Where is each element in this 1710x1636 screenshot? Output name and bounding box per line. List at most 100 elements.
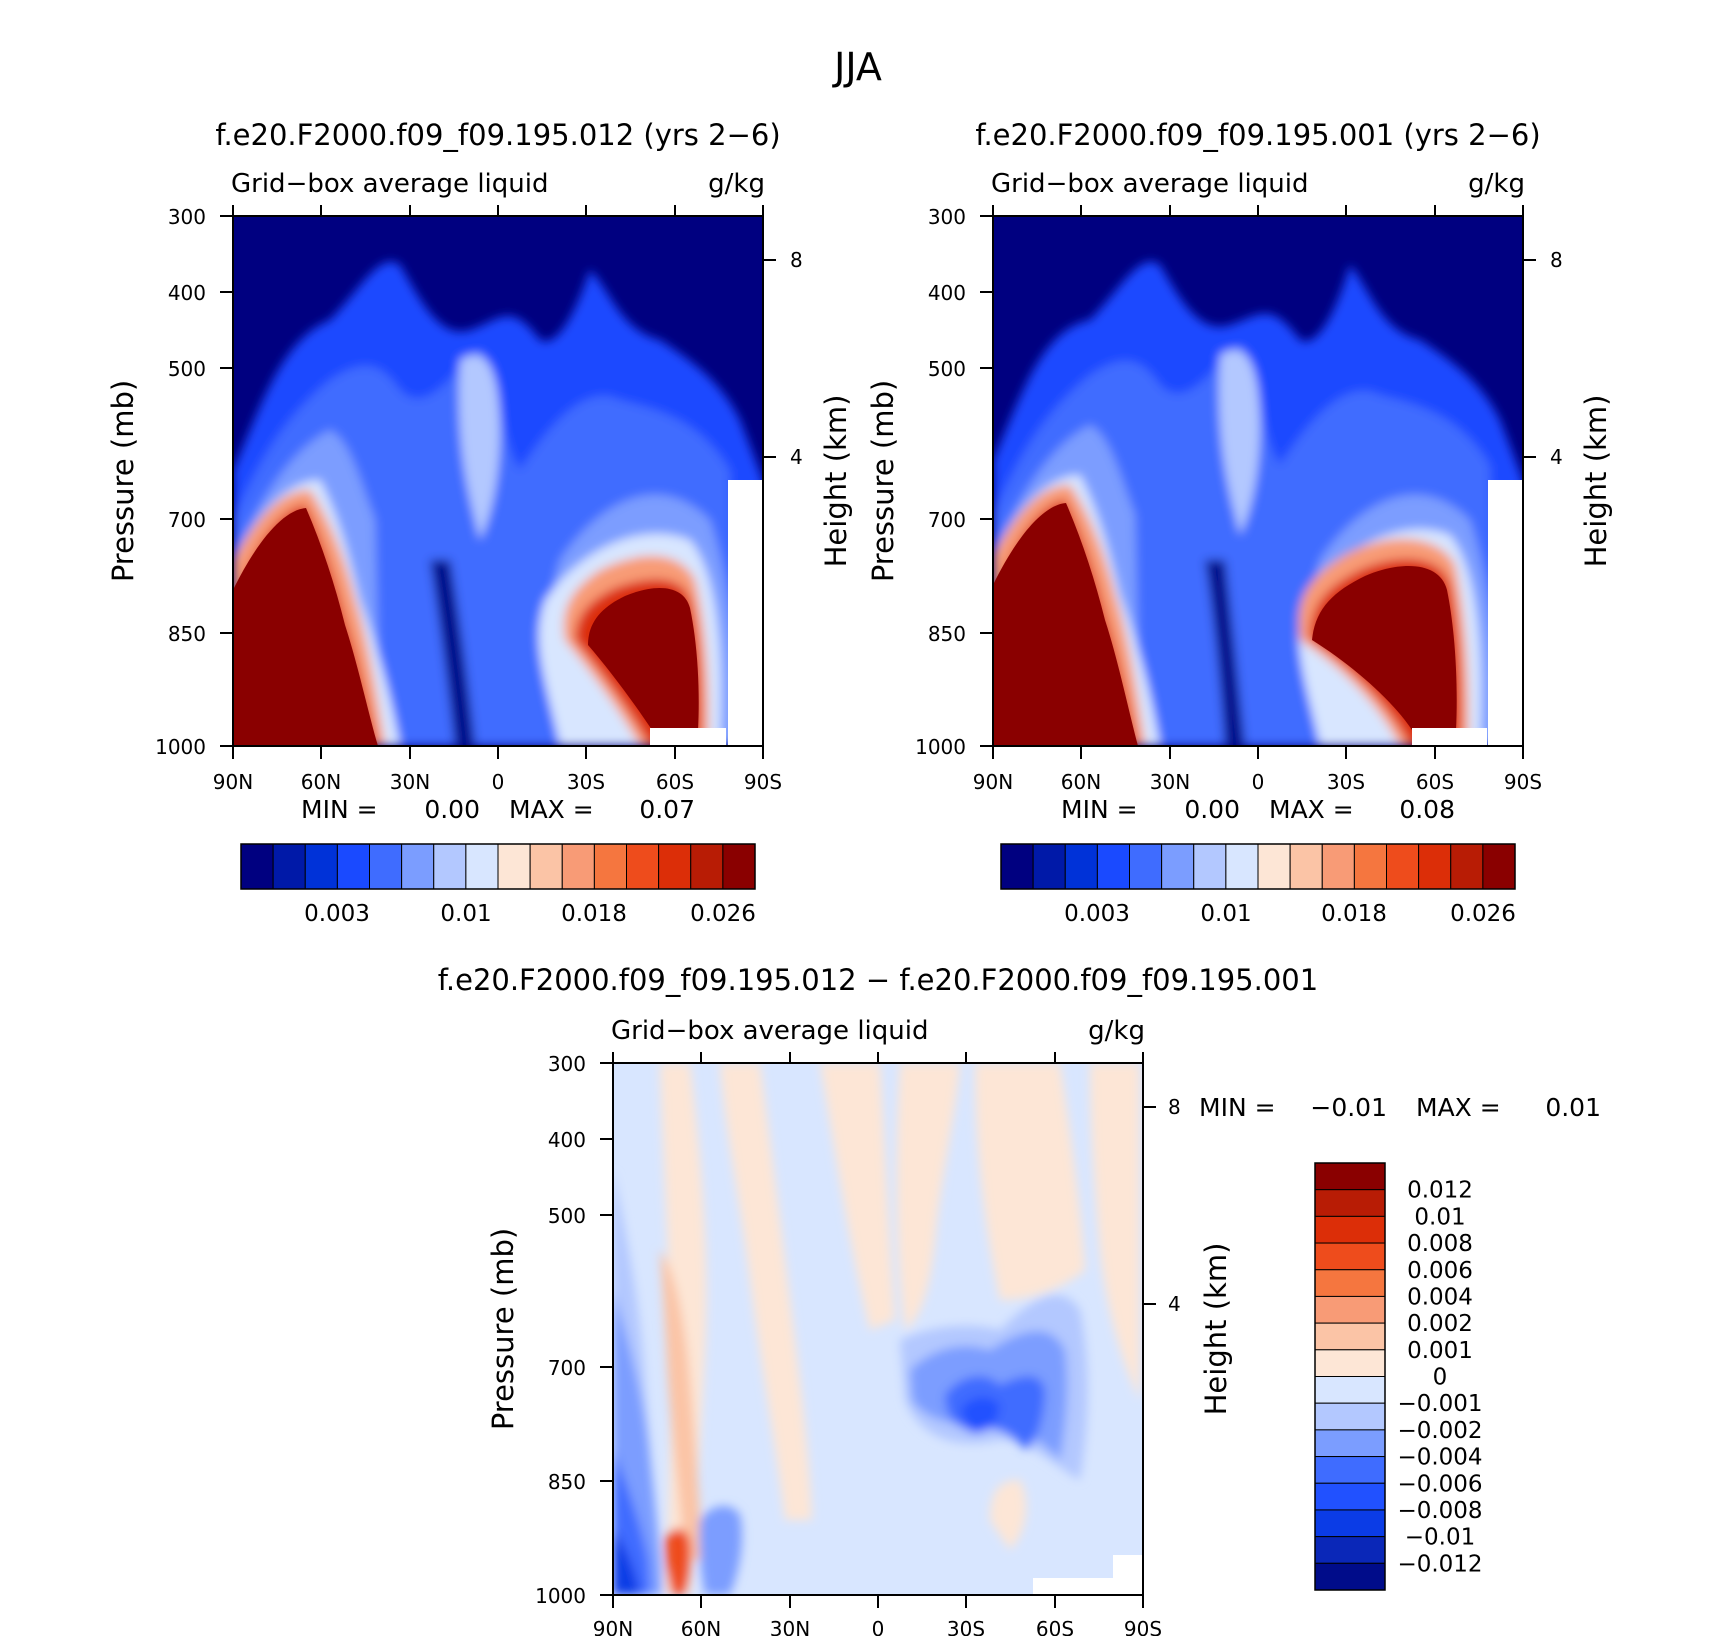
panel-1-xtick: 90S bbox=[744, 770, 782, 794]
panel-2-min-label: MIN = bbox=[1061, 795, 1138, 824]
panel-3-ylabel: Pressure (mb) bbox=[486, 1228, 520, 1430]
panel-3-colorbar-label: −0.006 bbox=[1397, 1471, 1482, 1497]
panel-2-ytick: 500 bbox=[928, 357, 966, 381]
panel-1-ytick: 400 bbox=[168, 281, 206, 305]
panel-2-xtick: 0 bbox=[1252, 770, 1265, 794]
panel-3-colorbar-label: 0.001 bbox=[1407, 1338, 1473, 1364]
colorbar-swatch bbox=[1000, 843, 1034, 890]
colorbar-swatch bbox=[1314, 1349, 1386, 1378]
colorbar-swatch bbox=[1314, 1322, 1386, 1351]
panel-1-heatmap bbox=[233, 216, 763, 746]
panel-3-colorbar-labels: 0.0120.010.0080.0060.0040.0020.0010−0.00… bbox=[1397, 1178, 1482, 1578]
panel-3-ytick: 300 bbox=[548, 1052, 586, 1076]
panel-3: f.e20.F2000.f09_f09.195.012 − f.e20.F200… bbox=[438, 963, 1601, 1636]
colorbar-swatch bbox=[1129, 843, 1163, 890]
colorbar-swatch bbox=[1450, 843, 1484, 890]
panel-2-xtick: 30N bbox=[1150, 770, 1190, 794]
colorbar-swatch bbox=[272, 843, 306, 890]
panel-2-ytick: 1000 bbox=[915, 735, 966, 759]
panel-2-min-value: 0.00 bbox=[1184, 795, 1240, 824]
panel-1-xtick: 60S bbox=[656, 770, 694, 794]
figure-title: JJA bbox=[832, 45, 882, 89]
colorbar-swatch bbox=[1314, 1162, 1386, 1191]
colorbar-swatch bbox=[690, 843, 724, 890]
panel-3-colorbar: 0.0120.010.0080.0060.0040.0020.0010−0.00… bbox=[1314, 1162, 1483, 1591]
panel-1-axes bbox=[220, 205, 776, 759]
colorbar-swatch bbox=[1257, 843, 1291, 890]
panel-3-xtick: 60S bbox=[1036, 1617, 1074, 1636]
panel-1-y2tick: 4 bbox=[790, 445, 803, 469]
colorbar-swatch bbox=[1314, 1429, 1386, 1458]
panel-1-colorbar-frame bbox=[240, 843, 756, 890]
panel-1: f.e20.F2000.f09_f09.195.012 (yrs 2−6) Gr… bbox=[106, 118, 853, 927]
colorbar-swatch bbox=[1314, 1295, 1386, 1324]
panel-1-units-label: g/kg bbox=[708, 169, 765, 199]
panel-3-colorbar-label: −0.012 bbox=[1397, 1551, 1482, 1577]
colorbar-swatch bbox=[1032, 843, 1066, 890]
panel-2-y2tick: 8 bbox=[1550, 248, 1563, 272]
colorbar-swatch bbox=[336, 843, 371, 890]
panel-3-colorbar-frame bbox=[1314, 1162, 1386, 1591]
colorbar-swatch bbox=[658, 843, 692, 890]
panel-3-xtick: 30S bbox=[947, 1617, 985, 1636]
colorbar-swatch bbox=[1314, 1215, 1386, 1244]
panel-3-ytick: 1000 bbox=[535, 1584, 586, 1608]
colorbar-swatch bbox=[1353, 843, 1388, 890]
panel-2-xtick: 90S bbox=[1504, 770, 1542, 794]
panel-1-ytick: 700 bbox=[168, 508, 206, 532]
panel-2-colorbar-label: 0.01 bbox=[1200, 901, 1251, 927]
panel-2-colorbar: 0.003 0.01 0.018 0.026 bbox=[1000, 843, 1516, 927]
colorbar-swatch bbox=[1418, 843, 1452, 890]
colorbar-swatch bbox=[497, 843, 531, 890]
panel-3-colorbar-label: −0.002 bbox=[1397, 1418, 1482, 1444]
colorbar-swatch bbox=[1225, 843, 1259, 890]
panel-2-xtick: 60S bbox=[1416, 770, 1454, 794]
panel-3-units-label: g/kg bbox=[1088, 1016, 1145, 1046]
panel-2: f.e20.F2000.f09_f09.195.001 (yrs 2−6) Gr… bbox=[866, 118, 1613, 927]
panel-2-ytick: 850 bbox=[928, 622, 966, 646]
colorbar-swatch bbox=[1314, 1242, 1386, 1271]
panel-3-min-label: MIN = bbox=[1199, 1093, 1276, 1122]
colorbar-swatch bbox=[1482, 843, 1516, 890]
colorbar-swatch bbox=[1321, 843, 1355, 890]
panel-2-heatmap bbox=[993, 216, 1523, 746]
panel-2-max-label: MAX = bbox=[1269, 795, 1354, 824]
panel-2-xtick: 60N bbox=[1061, 770, 1101, 794]
panel-1-colorbar-label: 0.026 bbox=[690, 901, 756, 927]
panel-2-colorbar-label: 0.026 bbox=[1450, 901, 1516, 927]
panel-3-colorbar-label: 0.012 bbox=[1407, 1178, 1473, 1204]
colorbar-swatch bbox=[1314, 1536, 1386, 1564]
colorbar-swatch bbox=[1314, 1562, 1386, 1591]
panel-3-colorbar-label: 0.002 bbox=[1407, 1311, 1473, 1337]
panel-3-colorbar-label: 0.004 bbox=[1407, 1284, 1473, 1310]
colorbar-swatch bbox=[626, 843, 660, 890]
colorbar-swatch bbox=[240, 843, 274, 890]
colorbar-swatch bbox=[1314, 1189, 1386, 1217]
panel-3-ytick: 700 bbox=[548, 1356, 586, 1380]
panel-1-ytick: 850 bbox=[168, 622, 206, 646]
panel-2-ylabel: Pressure (mb) bbox=[866, 380, 900, 582]
panel-3-colorbar-label: 0 bbox=[1433, 1365, 1448, 1391]
panel-3-min-value: −0.01 bbox=[1310, 1093, 1387, 1122]
colorbar-swatch bbox=[1314, 1376, 1386, 1404]
panel-1-xtick: 30N bbox=[390, 770, 430, 794]
panel-2-y2label: Height (km) bbox=[1579, 395, 1613, 568]
colorbar-swatch bbox=[401, 843, 435, 890]
panel-3-colorbar-label: −0.004 bbox=[1397, 1445, 1482, 1471]
panel-1-ytick: 1000 bbox=[155, 735, 206, 759]
colorbar-swatch bbox=[722, 843, 756, 890]
colorbar-swatch bbox=[593, 843, 628, 890]
panel-1-ytick: 500 bbox=[168, 357, 206, 381]
colorbar-swatch bbox=[1314, 1269, 1386, 1297]
panel-2-colorbar-label: 0.003 bbox=[1064, 901, 1130, 927]
panel-2-xtick: 30S bbox=[1327, 770, 1365, 794]
colorbar-swatch bbox=[1314, 1509, 1386, 1538]
panel-2-axes bbox=[980, 205, 1536, 759]
colorbar-swatch bbox=[304, 843, 338, 890]
panel-3-ytick: 500 bbox=[548, 1204, 586, 1228]
panel-2-ytick: 300 bbox=[928, 205, 966, 229]
panel-3-y2label: Height (km) bbox=[1199, 1243, 1233, 1416]
panel-2-max-value: 0.08 bbox=[1399, 795, 1455, 824]
panel-3-colorbar-label: 0.008 bbox=[1407, 1231, 1473, 1257]
